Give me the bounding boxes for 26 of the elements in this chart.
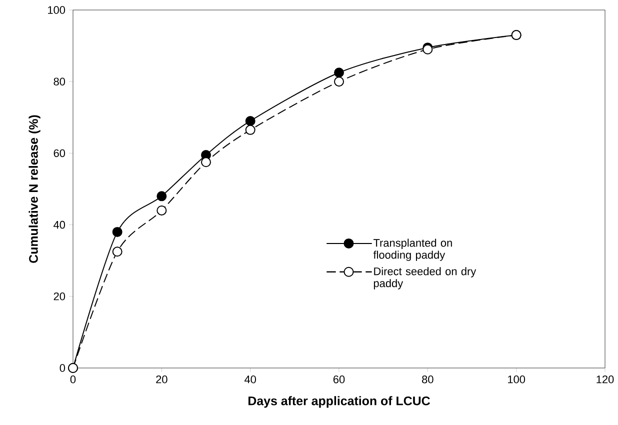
x-tick-label: 20 (156, 376, 168, 384)
point (245, 116, 256, 126)
legend-label: Transplanted on flooding paddy (373, 238, 452, 261)
x-tick-label: 100 (508, 376, 526, 384)
point (156, 191, 167, 202)
y-axis-title: Cumulative N release (%) (28, 115, 40, 263)
point (112, 246, 122, 257)
y-tick-label: 20 (54, 292, 66, 300)
x-tick-label: 60 (333, 376, 345, 384)
y-tick-label: 0 (60, 364, 66, 372)
x-tick-label: 80 (422, 376, 434, 384)
point (201, 157, 211, 168)
point (112, 226, 122, 237)
x-tick-label: 40 (244, 376, 256, 384)
y-tick-label: 40 (54, 220, 66, 229)
point (334, 76, 344, 87)
point (156, 205, 167, 216)
y-tick-label: 80 (54, 78, 66, 86)
point (334, 68, 344, 78)
x-tick-label: 0 (70, 376, 76, 384)
point (245, 124, 256, 135)
y-tick-label: 100 (48, 6, 66, 14)
y-tick-label: 60 (54, 149, 66, 158)
x-tick-label: 120 (596, 376, 614, 384)
x-axis-title: Days after application of LCUC (248, 396, 430, 408)
legend-label: Direct seeded on dry paddy (374, 267, 476, 290)
